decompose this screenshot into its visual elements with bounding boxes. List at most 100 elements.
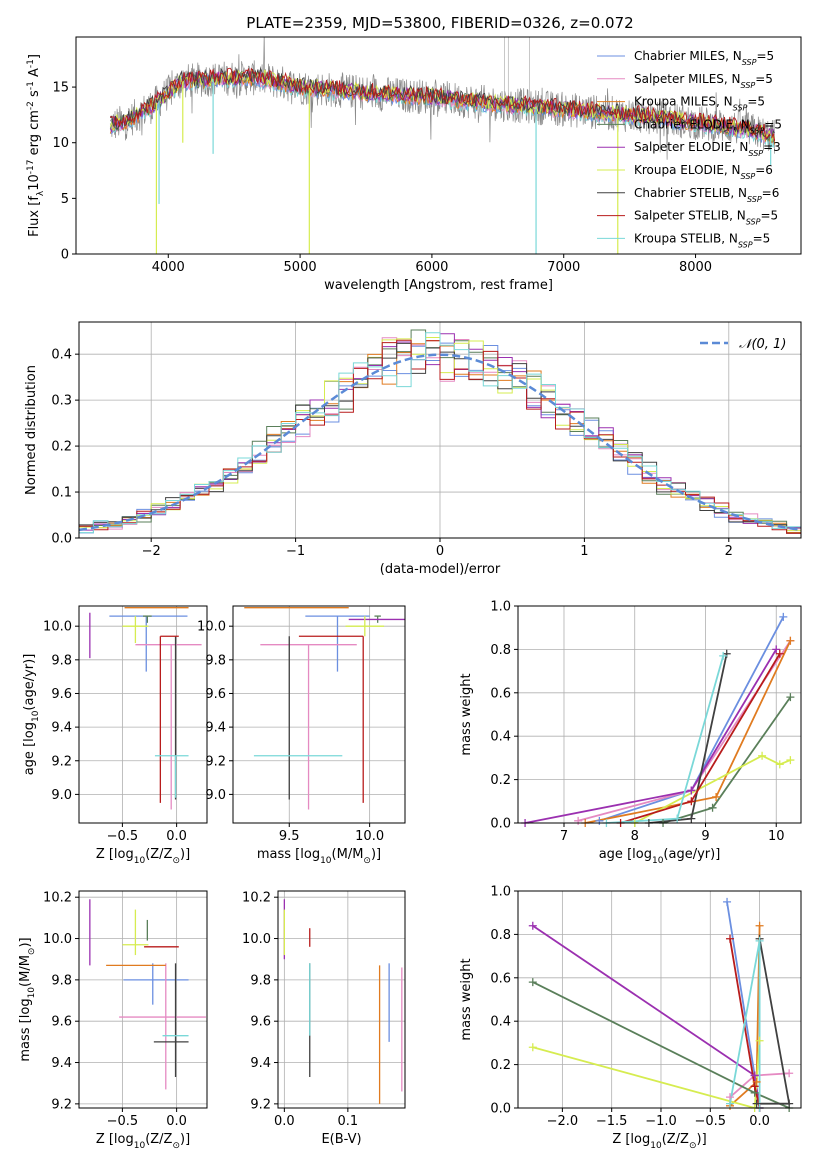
mass_vs_ebv-axes: 0.0 0.1 9.2 9.4 9.6 9.8 10.0 10.2 E(B-V) bbox=[242, 890, 406, 1147]
model-spectrum-chab_stel bbox=[109, 67, 775, 141]
x-tick-label: −0.5 bbox=[107, 829, 139, 844]
data-point-krou_elod bbox=[786, 756, 795, 765]
y-tick-label: 0 bbox=[61, 248, 69, 263]
y-axis-label: Flux [fλ10-17 erg cm-2 s-1 A-1] bbox=[26, 54, 46, 237]
label-part: 10 bbox=[31, 710, 41, 722]
data-point-salp_stel bbox=[687, 797, 696, 806]
legend-tail: =5 bbox=[747, 95, 765, 109]
legend-main: Chabrier MILES, N bbox=[634, 49, 742, 63]
legend-sub: SSP bbox=[746, 217, 761, 226]
y-tick-label: 10 bbox=[52, 136, 69, 151]
data-point-salp_elod bbox=[687, 786, 696, 795]
x-tick-label: 1 bbox=[580, 544, 588, 559]
x-tick-label: 0 bbox=[436, 544, 444, 559]
label-part: ] bbox=[27, 54, 42, 59]
label-part: (age/yr)] bbox=[22, 654, 37, 711]
data-point-krou_elod bbox=[755, 1036, 764, 1045]
x-tick-label: 10.0 bbox=[355, 829, 384, 844]
x-tick-label: 7 bbox=[560, 829, 568, 844]
x-axis-label: E(B-V) bbox=[321, 1132, 361, 1147]
label-part: (Z/Z bbox=[145, 1132, 172, 1147]
residuals-plot bbox=[79, 329, 801, 534]
x-tick-label: 0.1 bbox=[338, 1114, 359, 1129]
x-tick-label: 4000 bbox=[152, 260, 185, 275]
data-point-krou_miles bbox=[786, 636, 795, 645]
label-part: mass [log bbox=[257, 847, 320, 862]
label-part: erg cm bbox=[27, 110, 42, 159]
y-tick-label: 9.2 bbox=[250, 1097, 271, 1112]
y-tick-label: 0.1 bbox=[51, 486, 72, 501]
label-part: Normed distribution bbox=[24, 365, 39, 495]
label-part: 10 bbox=[134, 856, 146, 866]
legend-main: Salpeter MILES, N bbox=[634, 72, 741, 86]
label-part: age [log bbox=[22, 722, 37, 775]
x-tick-label: −0.5 bbox=[107, 1114, 139, 1129]
model-spectrum-salp_stel bbox=[109, 67, 776, 142]
y-tick-label: 0.0 bbox=[490, 1102, 511, 1117]
mass_vs_z-plot bbox=[89, 899, 206, 1090]
x-tick-label: 8000 bbox=[679, 260, 712, 275]
label-part: (M/M bbox=[332, 847, 364, 862]
y-tick-label: 0.8 bbox=[490, 643, 511, 658]
y-tick-label: 0.2 bbox=[490, 773, 511, 788]
y-tick-label: 0.2 bbox=[490, 1058, 511, 1073]
y-tick-label: 9.8 bbox=[51, 973, 72, 988]
legend-tail: =5 bbox=[764, 117, 782, 131]
legend-sub: SSP bbox=[748, 149, 763, 158]
legend-label: Chabrier STELIB, NSSP=6 bbox=[634, 186, 779, 204]
x-axis-label: Z [log10(Z/Z⊙)] bbox=[96, 1132, 190, 1151]
data-point-chab_stel bbox=[785, 1099, 794, 1108]
data-point-chab_stel bbox=[687, 814, 696, 823]
axes-frame bbox=[517, 890, 802, 1109]
label-part: age [log bbox=[599, 847, 652, 862]
y-tick-label: 9.2 bbox=[51, 1097, 72, 1112]
legend-label: Chabrier MILES, NSSP=5 bbox=[634, 49, 774, 67]
x-tick-label: 5000 bbox=[284, 260, 317, 275]
y-tick-label: 0.2 bbox=[51, 440, 72, 455]
label-part: (Z/Z bbox=[145, 847, 172, 862]
legend-label: Salpeter STELIB, NSSP=5 bbox=[634, 209, 778, 227]
data-point-chab_miles bbox=[779, 612, 788, 621]
legend-tail: =5 bbox=[755, 72, 773, 86]
data-point-krou_miles bbox=[752, 1077, 761, 1086]
data-point-chab_stel bbox=[752, 1099, 761, 1108]
series-line-krou_elod bbox=[532, 1040, 761, 1108]
y-tick-label: 9.6 bbox=[51, 687, 72, 702]
label-part: -2 bbox=[26, 101, 36, 110]
data-point-salp_miles bbox=[785, 1069, 794, 1078]
x-tick-label: 9 bbox=[701, 829, 709, 844]
data-point-salp_stel bbox=[775, 649, 784, 658]
label-part: mass weight bbox=[459, 673, 474, 755]
x-axis-label: (data-model)/error bbox=[380, 562, 501, 577]
legend-tail: =6 bbox=[755, 163, 773, 177]
legend-label: Kroupa STELIB, NSSP=5 bbox=[634, 231, 770, 249]
y-tick-label: 9.0 bbox=[51, 788, 72, 803]
label-part: -1 bbox=[26, 81, 36, 90]
data-point-krou_miles bbox=[755, 921, 764, 930]
legend-main: Chabrier ELODIE, N bbox=[634, 117, 750, 131]
spectrum-axes: 4000 5000 6000 7000 8000 0 5 10 15 wavelength [An… bbox=[26, 36, 802, 293]
label-part: )] bbox=[180, 847, 190, 862]
axes-frame bbox=[78, 605, 208, 824]
label-part: Flux [f bbox=[27, 196, 42, 237]
x-tick-label: 0.0 bbox=[274, 1114, 295, 1129]
legend-main: Kroupa STELIB, N bbox=[634, 231, 738, 245]
age_vs_z-plot bbox=[89, 607, 202, 810]
y-tick-label: 0.4 bbox=[51, 348, 72, 363]
data-point-krou_elod bbox=[775, 760, 784, 769]
series-line-salp_elod bbox=[532, 924, 761, 1108]
data-point-krou_miles bbox=[712, 792, 721, 801]
axes-frame bbox=[517, 605, 802, 824]
legend-label: Kroupa MILES, NSSP=5 bbox=[634, 95, 765, 113]
x-axis-label: Z [log10(Z/Z⊙)] bbox=[96, 847, 190, 866]
y-tick-label: 9.4 bbox=[250, 1056, 271, 1071]
y-tick-label: 10.0 bbox=[43, 620, 72, 635]
x-tick-label: 0.0 bbox=[749, 1114, 770, 1129]
label-part: (M/M bbox=[18, 955, 33, 987]
legend-sub: SSP bbox=[733, 103, 748, 112]
legend-main: Kroupa MILES, N bbox=[634, 95, 733, 109]
label-part: Z [log bbox=[96, 1132, 134, 1147]
label-part: 10 bbox=[134, 1141, 146, 1151]
label-part: Z [log bbox=[612, 1132, 650, 1147]
